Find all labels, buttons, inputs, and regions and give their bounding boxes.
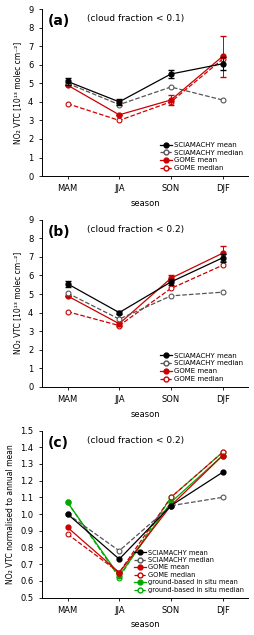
Legend: SCIAMACHY mean, SCIAMACHY median, GOME mean, GOME median: SCIAMACHY mean, SCIAMACHY median, GOME m… (158, 140, 245, 173)
Text: (a): (a) (48, 14, 70, 28)
X-axis label: season: season (130, 410, 160, 418)
Text: (cloud fraction < 0.1): (cloud fraction < 0.1) (87, 14, 184, 23)
Legend: SCIAMACHY mean, SCIAMACHY median, GOME mean, GOME median, ground-based in situ m: SCIAMACHY mean, SCIAMACHY median, GOME m… (132, 548, 245, 594)
Legend: SCIAMACHY mean, SCIAMACHY median, GOME mean, GOME median: SCIAMACHY mean, SCIAMACHY median, GOME m… (158, 351, 245, 384)
X-axis label: season: season (130, 620, 160, 629)
Y-axis label: NO₂ VTC [10¹³ molec cm⁻²]: NO₂ VTC [10¹³ molec cm⁻²] (13, 252, 22, 354)
Text: (cloud fraction < 0.2): (cloud fraction < 0.2) (87, 225, 184, 234)
Y-axis label: NO₂ VTC [10¹³ molec cm⁻²]: NO₂ VTC [10¹³ molec cm⁻²] (13, 41, 22, 144)
Y-axis label: NO₂ VTC normalised to annual mean: NO₂ VTC normalised to annual mean (6, 444, 14, 584)
Text: (c): (c) (48, 436, 69, 450)
Text: (b): (b) (48, 225, 71, 239)
Text: (cloud fraction < 0.2): (cloud fraction < 0.2) (87, 436, 184, 444)
X-axis label: season: season (130, 199, 160, 208)
